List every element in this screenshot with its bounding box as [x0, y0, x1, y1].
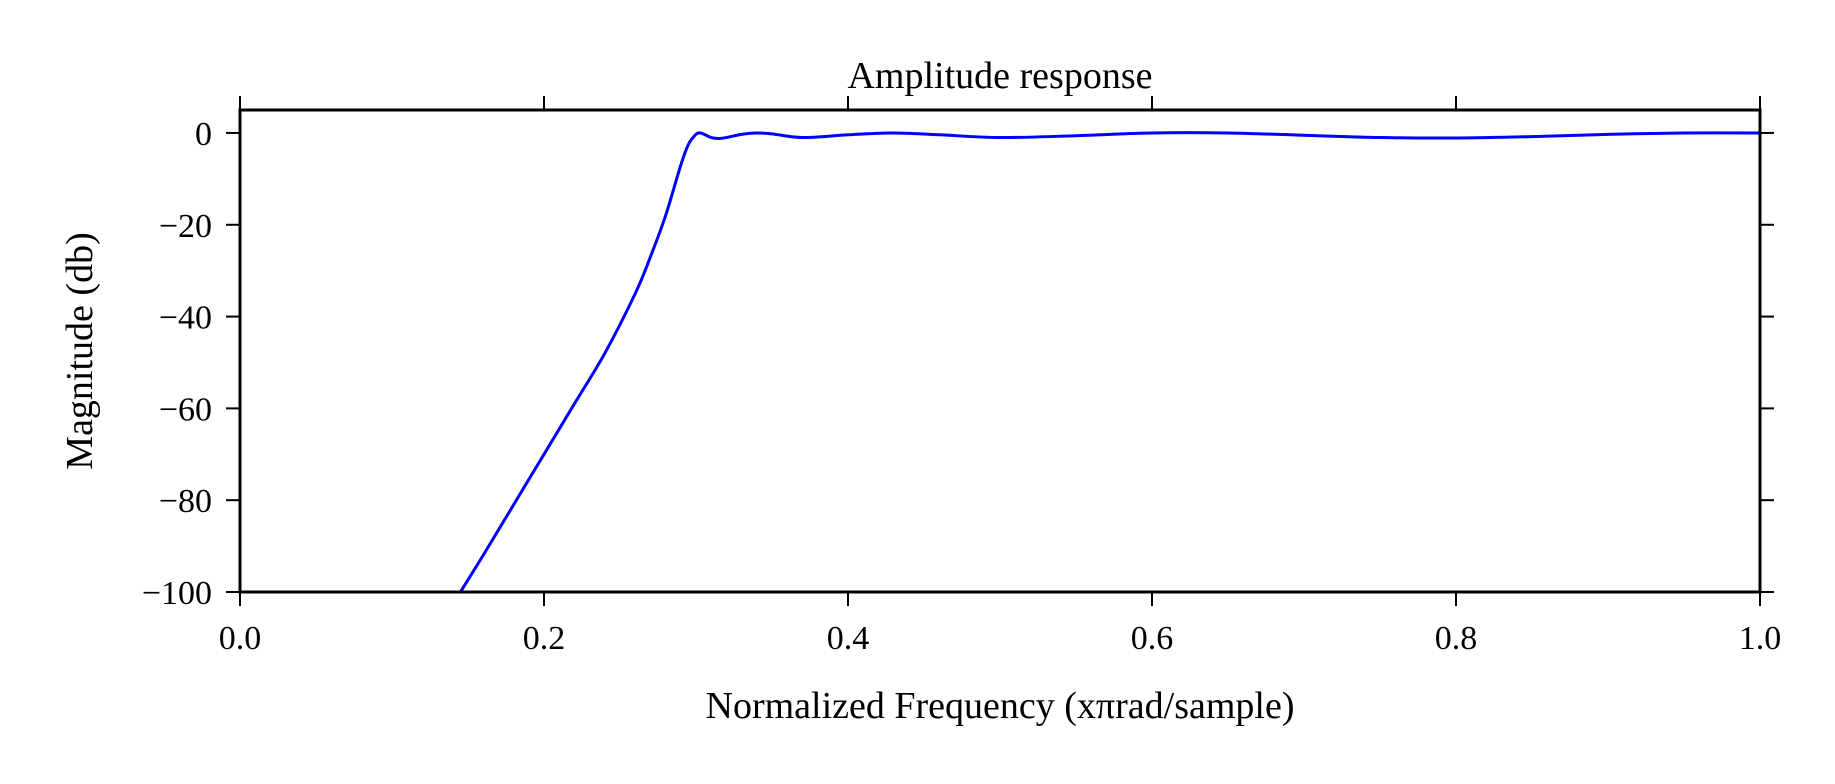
- y-tick-label: −60: [159, 391, 212, 428]
- chart-title: Amplitude response: [847, 55, 1152, 97]
- x-tick-label: 0.0: [219, 620, 262, 657]
- x-axis-title: Normalized Frequency (xπrad/sample): [706, 685, 1295, 727]
- plot-area: 0.0 0.2 0.4 0.6 0.8 1.0 0 −20 −40 −60 −80 −100: [142, 96, 1781, 657]
- series-line-0: [459, 131, 1760, 592]
- x-tick-label: 0.6: [1131, 620, 1174, 657]
- y-tick-label: −20: [159, 208, 212, 245]
- y-tick-label: −40: [159, 300, 212, 337]
- x-tick-label: 0.4: [827, 620, 870, 657]
- y-tick-label: 0: [195, 116, 212, 153]
- x-tick-label: 0.2: [523, 620, 566, 657]
- x-tick-label: 0.8: [1435, 620, 1478, 657]
- y-tick-label: −100: [142, 575, 212, 612]
- plot-frame: [238, 108, 1762, 594]
- y-axis-title: Magnitude (db): [59, 232, 101, 469]
- x-tick-label: 1.0: [1739, 620, 1782, 657]
- y-tick-label: −80: [159, 483, 212, 520]
